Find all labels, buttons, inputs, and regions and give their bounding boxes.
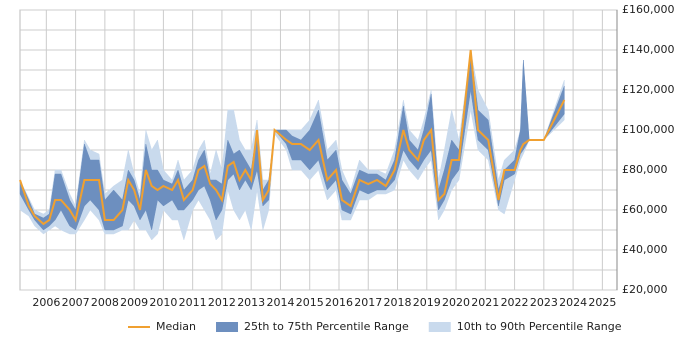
y-tick-label: £100,000 — [622, 123, 675, 136]
x-tick-label: 2020 — [442, 296, 470, 309]
x-tick-label: 2022 — [501, 296, 529, 309]
x-tick-label: 2013 — [237, 296, 265, 309]
x-tick-label: 2012 — [208, 296, 236, 309]
legend-label: Median — [156, 320, 196, 333]
x-tick-label: 2024 — [559, 296, 587, 309]
x-tick-label: 2023 — [530, 296, 558, 309]
legend-swatch — [216, 322, 239, 332]
x-tick-label: 2025 — [588, 296, 616, 309]
y-tick-label: £20,000 — [622, 283, 668, 296]
x-tick-label: 2019 — [413, 296, 441, 309]
y-tick-label: £160,000 — [622, 3, 675, 16]
y-tick-label: £120,000 — [622, 83, 675, 96]
x-tick-label: 2021 — [471, 296, 499, 309]
legend-swatch — [428, 322, 451, 332]
x-tick-label: 2006 — [32, 296, 60, 309]
x-tick-label: 2015 — [296, 296, 324, 309]
x-tick-label: 2008 — [91, 296, 119, 309]
x-tick-label: 2007 — [62, 296, 90, 309]
x-tick-label: 2016 — [325, 296, 353, 309]
y-tick-label: £80,000 — [622, 163, 668, 176]
x-tick-label: 2018 — [384, 296, 412, 309]
x-tick-label: 2014 — [266, 296, 294, 309]
legend-label: 25th to 75th Percentile Range — [244, 320, 409, 333]
y-tick-label: £40,000 — [622, 243, 668, 256]
y-tick-label: £140,000 — [622, 43, 675, 56]
y-tick-label: £60,000 — [622, 203, 668, 216]
x-tick-label: 2010 — [149, 296, 177, 309]
x-tick-label: 2017 — [354, 296, 382, 309]
median-line — [19, 49, 566, 226]
legend-label: 10th to 90th Percentile Range — [457, 320, 622, 333]
percentile-band — [19, 49, 565, 231]
x-tick-label: 2011 — [179, 296, 207, 309]
x-tick-label: 2009 — [120, 296, 148, 309]
